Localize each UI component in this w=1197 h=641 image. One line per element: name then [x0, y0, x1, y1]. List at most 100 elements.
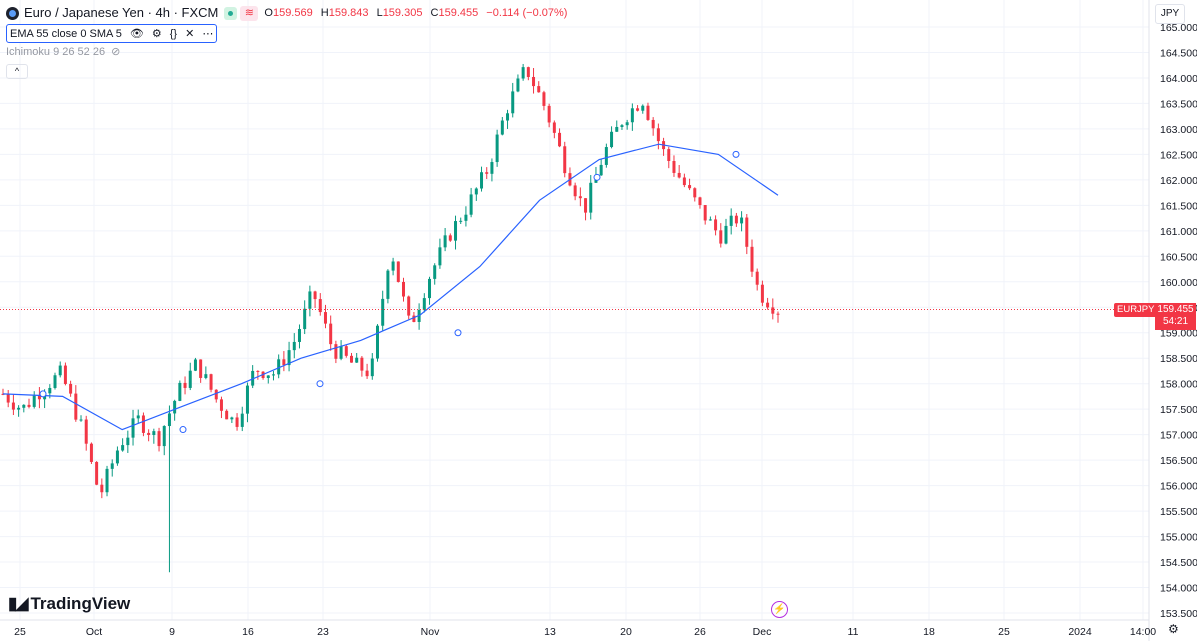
candle-body	[412, 315, 416, 322]
candle-body	[225, 410, 229, 420]
candle-body	[162, 426, 166, 447]
candle-body	[589, 182, 593, 213]
candle-body	[178, 382, 182, 401]
candle-body	[495, 134, 499, 163]
price-tick-label: 161.000	[1160, 226, 1197, 238]
ema-path	[2, 143, 779, 431]
price-tick-label: 157.500	[1160, 404, 1197, 416]
ema-indicator-row: EMA 55 close 0 SMA 5 👁 ⚙ {} ✕ ⋯	[6, 24, 572, 43]
candle-body	[329, 323, 333, 345]
price-tick-label: 154.500	[1160, 557, 1197, 569]
candle-body	[147, 432, 151, 435]
symbol-row: Euro / Japanese Yen · 4h · FXCM ≋ O159.5…	[6, 4, 572, 22]
candle-body	[287, 350, 291, 366]
candle-body	[433, 265, 437, 279]
candle-body	[318, 299, 322, 313]
candle-body	[693, 188, 697, 198]
price-tick-label: 156.000	[1160, 481, 1197, 493]
time-tick-label: Dec	[753, 626, 772, 638]
candle-body	[214, 389, 218, 400]
candle-body	[641, 105, 645, 111]
open-key: O	[264, 7, 273, 19]
collapse-legend-button[interactable]: ^	[6, 64, 28, 79]
data-problem-badge[interactable]: ≋	[240, 5, 259, 21]
high-value: 159.843	[328, 7, 369, 19]
eye-hidden-icon[interactable]: ⊘	[111, 46, 121, 58]
more-icon[interactable]: ⋯	[202, 27, 214, 40]
candle-body	[688, 185, 692, 189]
candle-body	[58, 365, 62, 376]
candle-body	[22, 404, 26, 408]
low-value: 159.305	[382, 7, 423, 19]
ema-marker	[454, 329, 462, 337]
ichimoku-indicator-label[interactable]: Ichimoku 9 26 52 26	[6, 46, 106, 58]
time-tick-label: 18	[923, 626, 935, 638]
candle-body	[157, 431, 161, 447]
candle-body	[630, 108, 634, 123]
candle-body	[677, 172, 681, 178]
currency-button[interactable]: JPY	[1155, 4, 1185, 24]
tradingview-logo[interactable]: ▮◢ TradingView	[8, 594, 130, 614]
time-tick-label: 25	[998, 626, 1010, 638]
candle-body	[53, 375, 57, 388]
price-tick-label: 163.500	[1160, 98, 1197, 110]
price-tick-label: 163.000	[1160, 124, 1197, 136]
market-status-icon[interactable]	[224, 6, 238, 20]
chart-settings-icon[interactable]: ⚙	[1168, 622, 1179, 636]
close-icon[interactable]: ✕	[185, 27, 195, 40]
candle-body	[615, 126, 619, 132]
time-tick-label: 11	[848, 626, 859, 638]
candle-body	[407, 296, 411, 316]
time-tick-label: 16	[242, 626, 254, 638]
time-tick-label: 14:00	[1130, 626, 1156, 638]
candle-body	[167, 413, 171, 427]
candle-body	[646, 105, 650, 120]
candle-body	[729, 215, 733, 226]
ema-marker	[593, 173, 601, 181]
symbol-title[interactable]: Euro / Japanese Yen · 4h · FXCM	[24, 5, 219, 20]
candle-body	[27, 404, 31, 407]
candle-body	[292, 341, 296, 351]
candle-body	[724, 225, 728, 244]
price-tick-label: 160.000	[1160, 277, 1197, 289]
ema-indicator-box[interactable]: EMA 55 close 0 SMA 5 👁 ⚙ {} ✕ ⋯	[6, 24, 218, 43]
ema-indicator-label[interactable]: EMA 55 close 0 SMA 5	[10, 27, 122, 40]
candle-body	[240, 413, 244, 427]
candle-body	[714, 219, 718, 231]
candle-body	[105, 468, 109, 493]
candle-body	[552, 122, 556, 133]
candle-body	[32, 395, 36, 407]
price-tick-label: 158.500	[1160, 353, 1197, 365]
candle-body	[391, 261, 395, 271]
candle-body	[303, 308, 307, 330]
last-price-value: 159.455	[1157, 304, 1194, 315]
candle-body	[375, 325, 379, 359]
candle-body	[459, 220, 463, 222]
candle-body	[698, 197, 702, 206]
change-value: −0.114 (−0.07%)	[486, 7, 568, 19]
ichimoku-indicator-row[interactable]: Ichimoku 9 26 52 26 ⊘	[6, 43, 572, 61]
candle-body	[532, 76, 536, 87]
time-tick-label: 2024	[1068, 626, 1092, 638]
candle-body	[370, 358, 374, 377]
candle-body	[448, 235, 452, 241]
candle-body	[95, 461, 99, 485]
price-tick-label: 161.500	[1160, 200, 1197, 212]
close-key: C	[430, 7, 439, 19]
price-tick-label: 164.500	[1160, 47, 1197, 59]
settings-icon[interactable]: ⚙	[151, 27, 162, 40]
source-code-icon[interactable]: {}	[169, 27, 178, 40]
open-value: 159.569	[272, 7, 313, 19]
candle-body	[521, 67, 525, 79]
lightning-icon[interactable]: ⚡	[771, 601, 788, 618]
tradingview-logo-text: TradingView	[30, 594, 131, 613]
candle-body	[63, 365, 67, 384]
time-axis[interactable]: 25 Oct 9 16 23 Nov 13 20 26 Dec 11 18 25 2024 14:00	[14, 626, 1156, 638]
candle-body	[708, 219, 712, 221]
eye-icon[interactable]: 👁	[129, 27, 144, 40]
candle-body	[266, 375, 270, 379]
low-key: L	[376, 7, 383, 19]
candle-body	[89, 443, 93, 462]
time-tick-label: 26	[694, 626, 706, 638]
